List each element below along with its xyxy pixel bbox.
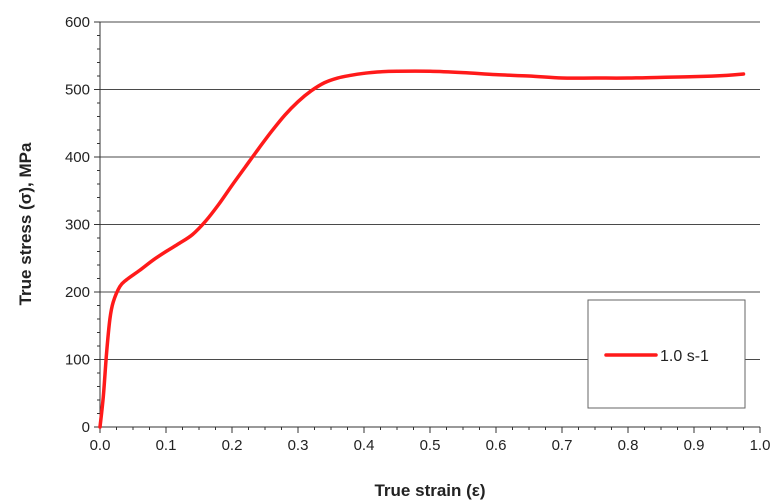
series-lines (98, 69, 746, 429)
x-tick-label-3: 0.3 (288, 437, 309, 454)
y-tick-label-400: 400 (65, 149, 90, 166)
series-line-0 (98, 69, 746, 429)
y-tick-label-300: 300 (65, 217, 90, 234)
x-tick-label-4: 0.4 (354, 437, 375, 454)
x-tick-label-10: 1.0 (750, 437, 771, 454)
y-tick-label-500: 500 (65, 82, 90, 99)
y-tick-label-0: 0 (82, 419, 90, 436)
x-tick-label-6: 0.6 (486, 437, 507, 454)
x-tick-label-5: 0.5 (420, 437, 441, 454)
x-tick-label-0: 0.0 (90, 437, 111, 454)
y-axis-title: True stress (σ), MPa (16, 142, 35, 305)
tick-labels: 0 100 200 300 400 500 600 0.0 0.1 0.2 0.3 0.4 0.5 0.6… (65, 14, 770, 454)
x-tick-label-9: 0.9 (684, 437, 705, 454)
legend: 1.0 s-1 (587, 299, 746, 409)
x-tick-label-8: 0.8 (618, 437, 639, 454)
x-tick-label-7: 0.7 (552, 437, 573, 454)
axes (94, 21, 761, 433)
x-axis-title: True strain (ε) (374, 481, 485, 500)
x-tick-label-2: 0.2 (222, 437, 243, 454)
y-tick-label-100: 100 (65, 352, 90, 369)
y-tick-label-600: 600 (65, 14, 90, 31)
y-tick-label-200: 200 (65, 284, 90, 301)
legend-label-1-0-s-1: 1.0 s-1 (660, 348, 709, 365)
x-tick-label-1: 0.1 (156, 437, 177, 454)
